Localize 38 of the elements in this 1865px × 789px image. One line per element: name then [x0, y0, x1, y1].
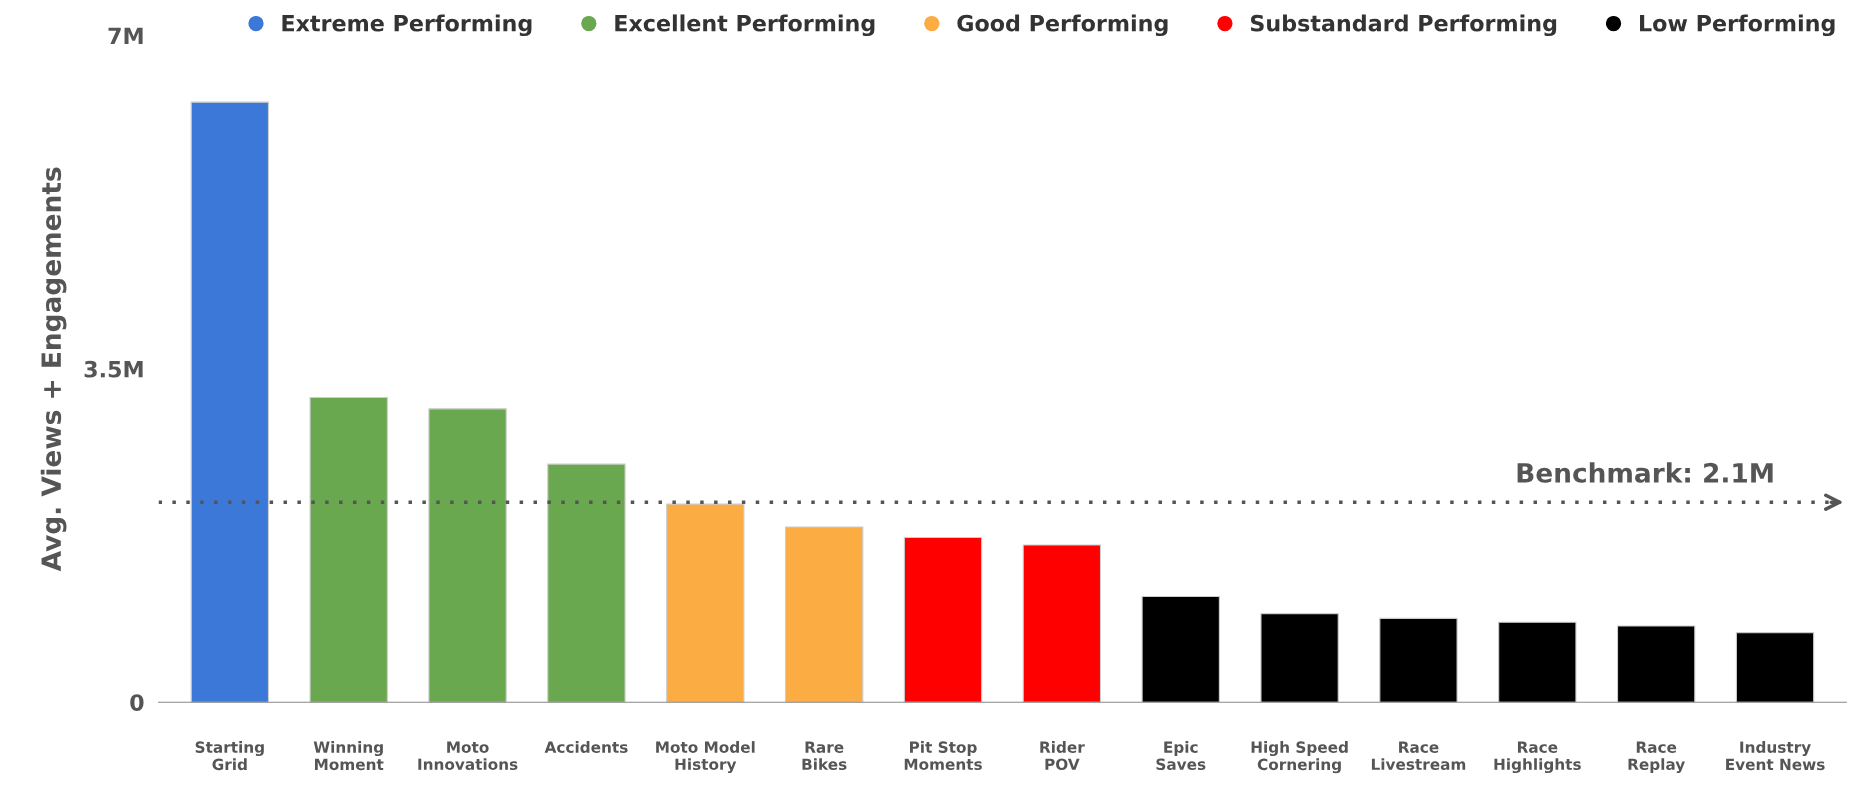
y-tick-label: 3.5M: [84, 360, 143, 378]
bar: [190, 101, 270, 703]
bar: [428, 408, 507, 703]
legend-label: Excellent Performing: [615, 14, 875, 37]
bar: [666, 503, 745, 703]
x-tick-label: Starting Grid: [195, 741, 264, 771]
bar: [1616, 625, 1696, 703]
y-tick-label: 7M: [108, 27, 143, 44]
y-tick-label: 0: [130, 694, 144, 711]
bar: [1022, 544, 1102, 703]
x-tick-label: Accidents: [544, 741, 628, 753]
x-tick-label: High Speed Cornering: [1251, 741, 1348, 774]
x-tick-label: Moto Model History: [656, 741, 755, 774]
x-tick-label: Moto Innovations: [418, 741, 518, 771]
bar: [547, 463, 626, 703]
x-tick-label: Pit Stop Moments: [904, 741, 982, 771]
bar: [903, 536, 983, 703]
bar: [1379, 617, 1458, 703]
x-tick-label: Rider POV: [1040, 741, 1085, 771]
bar: [1498, 621, 1577, 703]
bar: [1260, 613, 1339, 703]
legend-label: Substandard Performing: [1250, 14, 1557, 37]
bar: [1735, 632, 1815, 703]
x-tick-label: Winning Moment: [313, 741, 384, 771]
x-tick-label: Race Livestream: [1371, 741, 1466, 771]
x-tick-label: Rare Bikes: [802, 741, 847, 771]
legend-label: Extreme Performing: [282, 14, 532, 37]
x-tick-label: Epic Saves: [1156, 741, 1206, 771]
bar: [309, 396, 388, 703]
bar: [1141, 595, 1220, 703]
x-tick-label: Race Highlights: [1494, 741, 1581, 774]
y-axis-title: Avg. Views + Engagements: [40, 167, 67, 572]
x-tick-label: Industry Event News: [1726, 741, 1825, 771]
legend-label: Low Performing: [1640, 14, 1835, 37]
ref-line-label: Benchmark: 2.1M: [1517, 462, 1773, 483]
bar: [784, 526, 864, 703]
legend-label: Good Performing: [957, 14, 1168, 37]
x-tick-label: Race Replay: [1628, 741, 1685, 774]
